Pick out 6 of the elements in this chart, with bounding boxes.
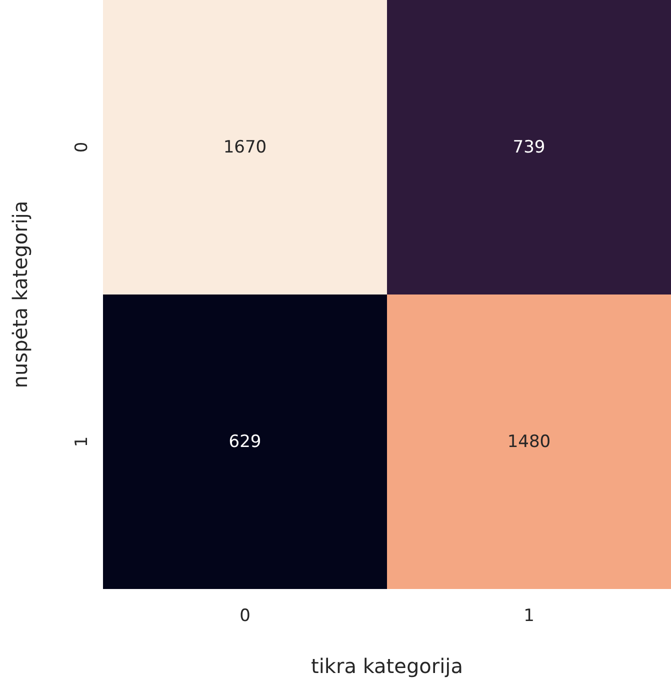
data-label: 629 xyxy=(228,432,262,452)
data-label: 1670 xyxy=(223,137,267,158)
data-label: 1480 xyxy=(507,432,551,452)
data-label: 739 xyxy=(512,137,546,158)
x-axis-title: tikra kategorija xyxy=(311,654,463,678)
y-axis-title: nuspėta kategorija xyxy=(8,200,32,388)
